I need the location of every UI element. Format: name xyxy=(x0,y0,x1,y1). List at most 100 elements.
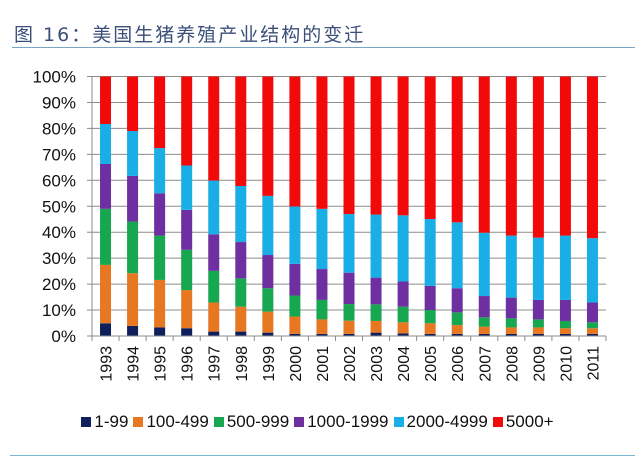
bar-segment-100-499-2010 xyxy=(559,328,571,334)
bar-segment-100-499-2008 xyxy=(505,327,517,334)
bar-segment-500-999-2005 xyxy=(424,310,436,324)
bar-segment-5000+-1994 xyxy=(127,76,139,131)
y-tick-label: 0% xyxy=(51,327,76,346)
x-tick-label: 2007 xyxy=(477,346,494,382)
bar-segment-100-499-2005 xyxy=(424,323,436,334)
legend-item: 500-999 xyxy=(213,412,290,432)
bar-segment-1000-1999-2001 xyxy=(316,269,328,300)
title-divider xyxy=(12,47,635,48)
bar-segment-2000-4999-1995 xyxy=(154,148,166,194)
bar-segment-2000-4999-2001 xyxy=(316,208,328,270)
bar-segment-1-99-2007 xyxy=(478,333,490,336)
bar-segment-2000-4999-2006 xyxy=(451,222,463,289)
y-tick-label: 70% xyxy=(42,145,76,164)
bar-segment-1-99-2006 xyxy=(451,333,463,336)
bar-segment-2000-4999-1997 xyxy=(208,180,220,235)
legend: 1-99 100-499 500-999 1000-1999 2000-4999 5000… xyxy=(0,412,640,432)
bar-segment-2000-4999-2000 xyxy=(289,206,301,264)
bar-segment-2000-4999-1993 xyxy=(100,123,112,164)
legend-label: 500-999 xyxy=(226,412,290,431)
legend-label: 5000+ xyxy=(505,412,554,431)
bar-segment-500-999-2001 xyxy=(316,299,328,320)
bar-segment-5000+-1993 xyxy=(100,76,112,124)
bar-segment-500-999-1997 xyxy=(208,270,220,303)
bar-segment-500-999-2009 xyxy=(532,319,544,328)
bar-segment-1-99-1999 xyxy=(262,332,274,336)
bar-segment-500-999-2003 xyxy=(370,304,382,321)
bar-segment-100-499-2000 xyxy=(289,316,301,334)
y-tick-label: 80% xyxy=(42,119,76,138)
bar-segment-500-999-2007 xyxy=(478,317,490,327)
bar-segment-100-499-2002 xyxy=(343,320,355,334)
bar-segment-1000-1999-1995 xyxy=(154,193,166,236)
bar-segment-100-499-1994 xyxy=(127,273,139,326)
legend-label: 1000-1999 xyxy=(307,412,389,431)
bar-segment-100-499-1996 xyxy=(181,290,193,329)
bar-segment-100-499-1998 xyxy=(235,306,247,332)
bar-segment-100-499-2001 xyxy=(316,319,328,334)
legend-swatch xyxy=(133,417,144,427)
x-tick-labels: 1993 1994 1995 1996 1997 1998 1999 2000 2001 2002… xyxy=(99,346,603,382)
x-tick-label: 2003 xyxy=(369,346,386,382)
bar-segment-500-999-2006 xyxy=(451,312,463,326)
axes xyxy=(87,76,607,341)
bar-segment-500-999-2004 xyxy=(397,306,409,323)
bar-segment-1000-1999-2010 xyxy=(559,299,571,321)
bar-segment-2000-4999-1996 xyxy=(181,165,193,210)
bar-segment-2000-4999-1998 xyxy=(235,186,247,243)
x-tick-label: 2002 xyxy=(342,346,359,382)
bar-segment-1-99-1998 xyxy=(235,331,247,336)
legend-swatch xyxy=(213,417,224,427)
legend-swatch xyxy=(393,417,404,427)
legend-item: 1-99 xyxy=(81,412,128,432)
bar-segment-100-499-1997 xyxy=(208,302,220,332)
bar-segment-1000-1999-1993 xyxy=(100,163,112,209)
x-tick-label: 1997 xyxy=(207,346,224,382)
bar-segment-100-499-1999 xyxy=(262,311,274,333)
bar-segment-2000-4999-2005 xyxy=(424,218,436,286)
legend-label: 100-499 xyxy=(146,412,209,431)
bar-segment-1-99-2002 xyxy=(343,333,355,336)
bar-segment-1000-1999-1994 xyxy=(127,175,139,222)
x-tick-label: 1996 xyxy=(180,346,197,382)
x-tick-label: 2006 xyxy=(450,346,467,382)
bar-segment-5000+-2007 xyxy=(478,76,490,233)
bar-segment-1000-1999-2008 xyxy=(505,297,517,319)
bar-segment-5000+-2006 xyxy=(451,76,463,223)
x-tick-label: 2000 xyxy=(288,346,305,382)
bar-segment-1000-1999-1998 xyxy=(235,242,247,279)
bar-segment-2000-4999-2009 xyxy=(532,237,544,300)
bar-segment-5000+-2003 xyxy=(370,76,382,215)
bar-segment-5000+-2010 xyxy=(559,76,571,236)
x-tick-label: 1995 xyxy=(153,346,170,382)
bar-segment-1-99-1993 xyxy=(100,323,112,336)
bar-segment-5000+-1996 xyxy=(181,76,193,166)
y-tick-label: 90% xyxy=(42,93,76,112)
y-tick-label: 20% xyxy=(42,275,76,294)
bar-segment-500-999-1996 xyxy=(181,249,193,291)
bar-segment-500-999-2000 xyxy=(289,295,301,317)
x-tick-label: 1998 xyxy=(234,346,251,382)
bar-segment-5000+-2005 xyxy=(424,76,436,219)
bar-segment-5000+-2009 xyxy=(532,76,544,238)
x-tick-label: 1993 xyxy=(99,346,116,382)
bar-segment-1000-1999-2009 xyxy=(532,299,544,320)
bar-segment-1-99-2003 xyxy=(370,332,382,336)
bar-segment-5000+-2004 xyxy=(397,76,409,216)
bar-segment-500-999-1998 xyxy=(235,278,247,307)
bar-segment-2000-4999-1999 xyxy=(262,195,274,256)
bar-segment-1000-1999-2006 xyxy=(451,288,463,313)
legend-item: 100-499 xyxy=(133,412,209,432)
bar-segment-1-99-1997 xyxy=(208,331,220,336)
bar-segment-5000+-1998 xyxy=(235,76,247,187)
x-tick-label: 2008 xyxy=(504,346,521,382)
legend-swatch xyxy=(492,417,503,427)
bar-segment-100-499-2006 xyxy=(451,325,463,334)
bar-segment-500-999-2010 xyxy=(559,320,571,329)
bar-segment-1000-1999-2011 xyxy=(586,302,598,323)
bar-segment-5000+-2011 xyxy=(586,76,598,239)
bar-segment-1-99-2011 xyxy=(586,333,598,336)
bar-segment-2000-4999-2008 xyxy=(505,235,517,298)
bar-segment-5000+-2002 xyxy=(343,76,355,215)
bar-segment-5000+-1995 xyxy=(154,76,166,149)
